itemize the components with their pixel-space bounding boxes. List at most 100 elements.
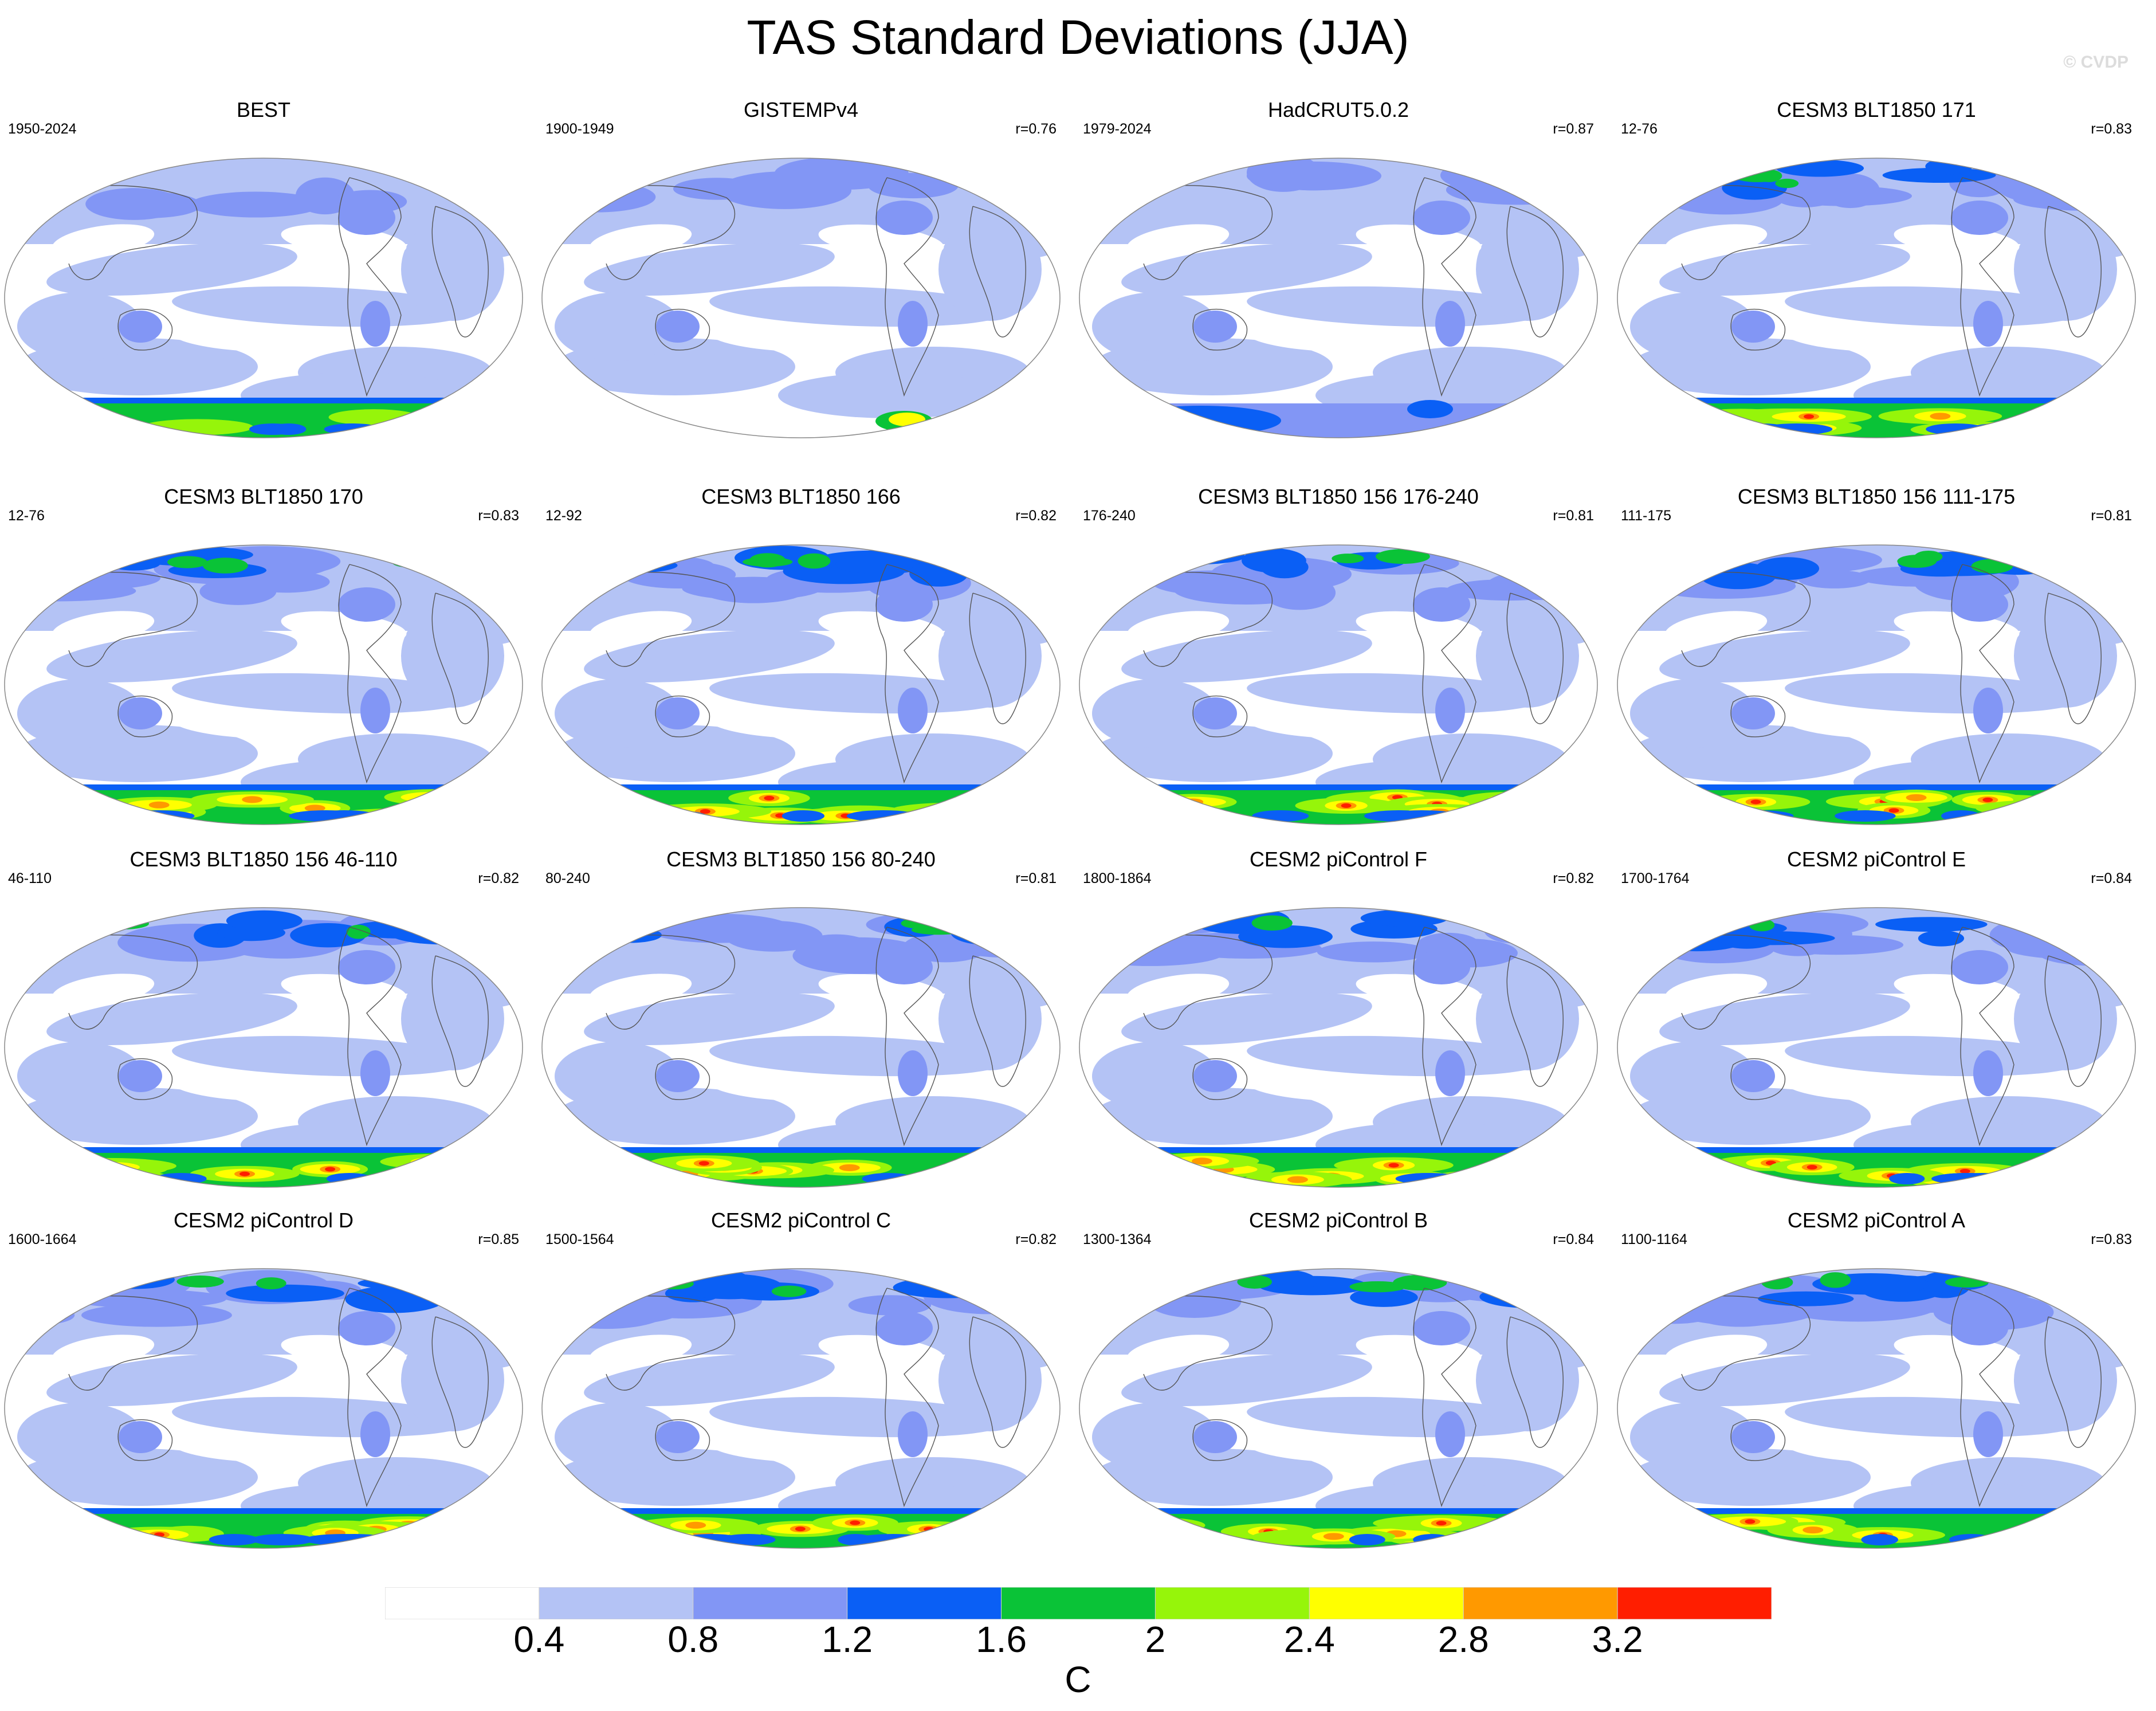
arctic-patch <box>99 191 202 218</box>
antarctic-dark-spot <box>2051 1534 2088 1545</box>
antarctic-yellow <box>889 413 925 426</box>
equatorial-tongue <box>1785 1396 2083 1438</box>
antarctic-lightgreen <box>2006 1167 2089 1183</box>
indian-ocean-patch <box>555 679 681 748</box>
arctic-green-patch <box>1640 919 1688 933</box>
north-america-patch <box>875 201 933 235</box>
map-field <box>542 908 1060 1187</box>
map-plot <box>1617 907 2136 1188</box>
antarctic-orange <box>1323 1533 1344 1540</box>
antarctic-yellow <box>400 792 461 803</box>
coastline <box>1951 927 2014 1147</box>
asia-gap <box>1664 1335 1768 1368</box>
arctic-dark-patch <box>1875 917 1988 932</box>
panel-correlation: r=0.87 <box>1553 121 1594 137</box>
equatorial-tongue <box>172 1396 470 1438</box>
panel-years: 1300-1364 <box>1083 1231 1152 1247</box>
antarctic-yellow <box>2002 803 2065 814</box>
coastline <box>68 935 198 1030</box>
antarctic-dark-spot <box>1252 810 1309 822</box>
arctic-green-patch <box>655 1278 694 1290</box>
arctic-patch <box>190 191 322 218</box>
coastline <box>486 1293 522 1323</box>
south-america-patch <box>898 1050 928 1096</box>
antarctic-dark-spot <box>2032 1534 2079 1545</box>
subtropical-gap <box>172 1435 309 1462</box>
coastline <box>338 1288 402 1508</box>
antarctic-orange <box>100 1163 121 1171</box>
map-border <box>1617 1268 2136 1549</box>
map-plot <box>1079 907 1598 1188</box>
arctic-dark-patch <box>1238 925 1333 948</box>
panel-years: 12-76 <box>1621 121 1658 137</box>
antarctic-orange <box>1183 798 1204 806</box>
arctic-dark-patch <box>1082 926 1132 945</box>
map-border <box>1617 907 2136 1188</box>
coastline <box>1192 1419 1248 1461</box>
map-panel: CESM2 piControl E 1700-1764 r=0.84 <box>1613 847 2140 1202</box>
coastline <box>431 206 489 338</box>
coastline <box>1024 932 1059 962</box>
australia-patch <box>1731 697 1775 729</box>
coastline <box>1951 1288 2014 1508</box>
coastline <box>1506 592 1564 724</box>
coastline <box>875 177 939 397</box>
coastline <box>2044 206 2102 338</box>
australia-patch <box>1731 1060 1775 1092</box>
antarctic-dark-spot <box>122 810 195 822</box>
antarctic-yellow <box>2022 1170 2074 1180</box>
coastline <box>2099 183 2135 213</box>
map-field <box>1617 545 2135 825</box>
arctic-green-patch <box>1775 178 1799 189</box>
arctic-green-patch <box>1971 559 2013 574</box>
arctic-green-patch <box>1349 1281 1406 1293</box>
antarctic-dark-spot <box>270 423 307 435</box>
australia-patch <box>1731 1421 1775 1453</box>
arctic-dark-patch <box>1651 158 1757 179</box>
subtropical-gap <box>1247 1074 1384 1101</box>
map-panel: CESM3 BLT1850 171 12-76 r=0.83 <box>1613 97 2140 453</box>
indian-ocean-patch <box>555 1403 681 1471</box>
equatorial-tongue <box>1785 673 2083 714</box>
antarctic-dark-spot <box>1761 423 1833 435</box>
arctic-patch <box>81 1303 232 1327</box>
south-america-patch <box>898 688 928 733</box>
north-america-patch <box>1413 201 1470 235</box>
antarctic-red <box>108 814 119 819</box>
australia-patch <box>1193 1421 1237 1453</box>
subtropical-gap <box>709 1435 847 1462</box>
watermark: © CVDP <box>2063 53 2128 72</box>
coastline <box>1024 1293 1059 1323</box>
arctic-dark-patch <box>1776 159 1864 177</box>
arctic-green-patch <box>1820 1272 1851 1288</box>
arctic-dark-patch <box>1918 930 1965 947</box>
north-america-patch <box>1951 1311 2008 1345</box>
antarctic-red <box>850 1520 861 1525</box>
panel-correlation: r=0.82 <box>1015 508 1057 524</box>
equatorial-tongue <box>172 1035 470 1077</box>
south-america-patch <box>1435 1050 1465 1096</box>
arctic-dark-patch <box>1256 1270 1317 1293</box>
antarctic-dark-spot <box>1430 1173 1509 1184</box>
panel-correlation: r=0.83 <box>2091 1231 2132 1247</box>
arctic-dark-patch <box>407 1269 485 1290</box>
map-panel: CESM2 piControl C 1500-1564 r=0.82 <box>537 1208 1065 1563</box>
coastline <box>2099 570 2135 599</box>
colorbar-tick-label: 0.4 <box>513 1619 565 1660</box>
map-field <box>5 545 523 825</box>
south-america-patch <box>360 1411 390 1457</box>
southern-ocean-band <box>778 372 1007 418</box>
antarctic-yellow <box>410 1156 477 1167</box>
colorbar-swatch <box>693 1587 848 1619</box>
antarctic-red <box>1804 414 1815 419</box>
panel-years: 176-240 <box>1083 508 1136 524</box>
north-pacific-tongue <box>1659 992 1910 1045</box>
panel-title: CESM2 piControl F <box>1249 847 1428 871</box>
indian-ocean-patch <box>1092 1403 1218 1471</box>
antarctic-orange <box>839 1164 860 1171</box>
indian-ocean-patch <box>1092 679 1218 748</box>
antarctic-red <box>239 1171 250 1176</box>
arctic-dark-patch <box>951 920 1026 945</box>
arctic-dark-patch <box>1617 180 1691 198</box>
north-america-patch <box>875 587 933 622</box>
